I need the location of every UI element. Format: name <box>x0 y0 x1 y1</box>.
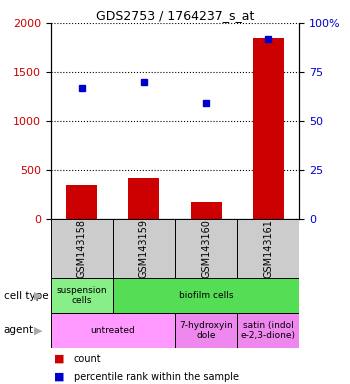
Text: percentile rank within the sample: percentile rank within the sample <box>74 372 238 382</box>
Text: 7-hydroxyin
dole: 7-hydroxyin dole <box>179 321 233 340</box>
Text: GSM143161: GSM143161 <box>263 219 273 278</box>
Bar <box>237 219 299 278</box>
Bar <box>253 38 284 219</box>
Bar <box>66 185 97 219</box>
Bar <box>128 178 160 219</box>
Text: untreated: untreated <box>91 326 135 335</box>
Bar <box>237 313 299 348</box>
Text: ▶: ▶ <box>34 325 43 335</box>
Bar <box>51 278 113 313</box>
Bar <box>190 202 222 219</box>
Text: cell type: cell type <box>4 291 48 301</box>
Text: ■: ■ <box>54 372 65 382</box>
Text: suspension
cells: suspension cells <box>56 286 107 305</box>
Bar <box>175 313 237 348</box>
Text: GSM143159: GSM143159 <box>139 219 149 278</box>
Bar <box>51 313 175 348</box>
Text: count: count <box>74 354 101 364</box>
Text: agent: agent <box>4 325 34 335</box>
Title: GDS2753 / 1764237_s_at: GDS2753 / 1764237_s_at <box>96 9 254 22</box>
Text: GSM143160: GSM143160 <box>201 219 211 278</box>
Bar <box>51 219 113 278</box>
Bar <box>113 278 299 313</box>
Bar <box>113 219 175 278</box>
Text: satin (indol
e-2,3-dione): satin (indol e-2,3-dione) <box>241 321 296 340</box>
Bar <box>175 219 237 278</box>
Text: ■: ■ <box>54 354 65 364</box>
Text: ▶: ▶ <box>34 291 43 301</box>
Text: GSM143158: GSM143158 <box>77 219 87 278</box>
Text: biofilm cells: biofilm cells <box>179 291 233 300</box>
